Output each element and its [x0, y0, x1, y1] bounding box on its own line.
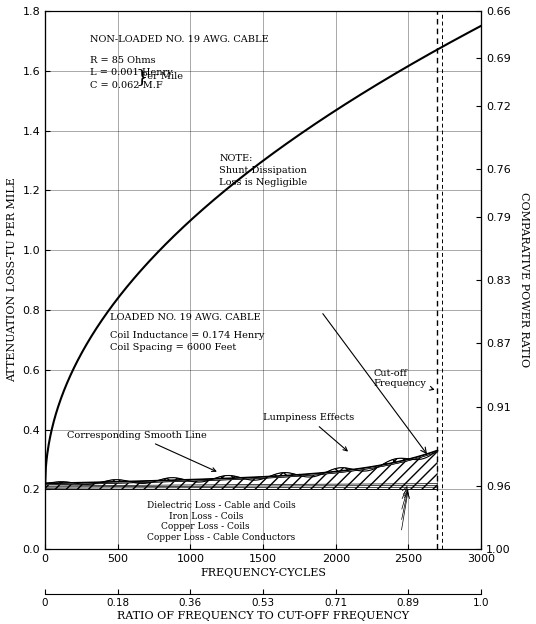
Text: Lumpiness Effects: Lumpiness Effects	[263, 413, 354, 451]
X-axis label: FREQUENCY-CYCLES: FREQUENCY-CYCLES	[200, 568, 326, 578]
Text: LOADED NO. 19 AWG. CABLE: LOADED NO. 19 AWG. CABLE	[110, 313, 261, 322]
Text: Copper Loss - Cable Conductors: Copper Loss - Cable Conductors	[147, 533, 295, 542]
Text: NON-LOADED NO. 19 AWG. CABLE: NON-LOADED NO. 19 AWG. CABLE	[90, 35, 269, 44]
Y-axis label: ATTENUATION LOSS-TU PER MILE: ATTENUATION LOSS-TU PER MILE	[7, 178, 17, 383]
Text: Dielectric Loss - Cable and Coils: Dielectric Loss - Cable and Coils	[147, 501, 295, 510]
X-axis label: RATIO OF FREQUENCY TO CUT-OFF FREQUENCY: RATIO OF FREQUENCY TO CUT-OFF FREQUENCY	[117, 611, 409, 622]
Text: Per Mile: Per Mile	[141, 72, 183, 81]
Text: NOTE:
Shunt Dissipation
Loss is Negligible: NOTE: Shunt Dissipation Loss is Negligib…	[219, 155, 308, 187]
Text: Cut-off
Frequency: Cut-off Frequency	[374, 369, 434, 390]
Text: Coil Inductance = 0.174 Henry
Coil Spacing = 6000 Feet: Coil Inductance = 0.174 Henry Coil Spaci…	[110, 331, 265, 352]
Text: Corresponding Smooth Line: Corresponding Smooth Line	[67, 431, 216, 471]
Text: R = 85 Ohms
L = 0.001 Henry
C = 0.062 M.F: R = 85 Ohms L = 0.001 Henry C = 0.062 M.…	[90, 56, 173, 90]
Y-axis label: COMPARATIVE POWER RATIO: COMPARATIVE POWER RATIO	[519, 192, 529, 368]
Text: }: }	[135, 68, 147, 85]
Text: Iron Loss - Coils: Iron Loss - Coils	[169, 512, 243, 521]
Text: Copper Loss - Coils: Copper Loss - Coils	[161, 522, 250, 531]
